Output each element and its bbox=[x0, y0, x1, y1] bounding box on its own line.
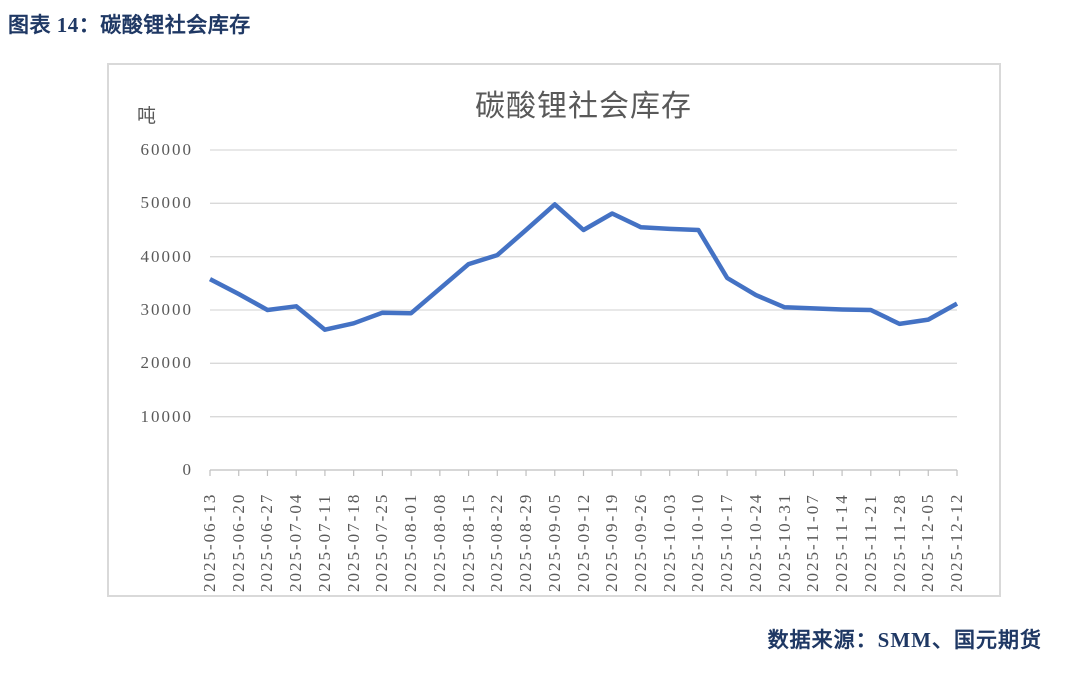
y-axis-unit: 吨 bbox=[137, 106, 157, 127]
x-tick-label: 2025-07-11 bbox=[314, 493, 334, 592]
x-tick-label: 2025-10-17 bbox=[717, 492, 737, 592]
x-tick-label: 2025-09-05 bbox=[544, 492, 564, 592]
chart-title: 碳酸锂社会库存 bbox=[475, 90, 692, 123]
x-tick-label: 2025-06-20 bbox=[228, 492, 248, 592]
x-tick-label: 2025-10-24 bbox=[745, 492, 765, 592]
x-tick-label: 2025-10-10 bbox=[688, 492, 708, 592]
line-chart bbox=[208, 149, 959, 476]
x-tick-label: 2025-12-05 bbox=[918, 492, 938, 592]
inventory-line-series bbox=[208, 202, 959, 332]
x-tick-label: 2025-09-12 bbox=[573, 492, 593, 592]
x-tick-label: 2025-08-01 bbox=[401, 492, 421, 592]
x-tick-label: 2025-10-03 bbox=[659, 492, 679, 592]
x-tick-label: 2025-08-29 bbox=[516, 492, 536, 592]
x-tick-label: 2025-08-22 bbox=[487, 492, 507, 592]
x-tick-label: 2025-11-21 bbox=[860, 493, 880, 592]
y-tick-label: 60000 bbox=[140, 140, 193, 159]
x-tick-label: 2025-07-25 bbox=[372, 492, 392, 592]
y-tick-label: 10000 bbox=[140, 406, 193, 426]
x-tick-label: 2025-07-18 bbox=[343, 492, 363, 592]
y-tick-label: 40000 bbox=[140, 246, 193, 266]
x-tick-label: 2025-11-28 bbox=[889, 493, 909, 592]
y-tick-label: 20000 bbox=[140, 353, 193, 373]
data-source: 数据来源：SMM、国元期货 bbox=[767, 628, 1042, 652]
x-tick-label: 2025-06-27 bbox=[257, 492, 277, 592]
x-tick-label: 2025-09-19 bbox=[602, 492, 622, 592]
x-tick-label: 2025-06-13 bbox=[200, 492, 219, 592]
x-tick-label: 2025-08-15 bbox=[458, 492, 478, 592]
x-tick-label: 2025-07-04 bbox=[286, 492, 306, 592]
x-tick-label: 2025-11-14 bbox=[832, 493, 852, 592]
figure-caption: 图表 14：碳酸锂社会库存 bbox=[8, 13, 251, 37]
x-tick-label: 2025-11-07 bbox=[803, 493, 823, 592]
x-tick-label: 2025-12-12 bbox=[947, 492, 966, 592]
chart-container: 吨 碳酸锂社会库存 0 10000 20000 30000 40000 50000 6000… bbox=[107, 63, 1001, 597]
x-tick-label: 2025-09-26 bbox=[630, 492, 650, 592]
y-tick-label: 0 bbox=[182, 460, 193, 479]
x-tick-label: 2025-10-31 bbox=[774, 492, 794, 592]
y-tick-label: 50000 bbox=[140, 193, 193, 213]
x-tick-label: 2025-08-08 bbox=[429, 492, 449, 592]
y-tick-label: 30000 bbox=[140, 300, 193, 319]
